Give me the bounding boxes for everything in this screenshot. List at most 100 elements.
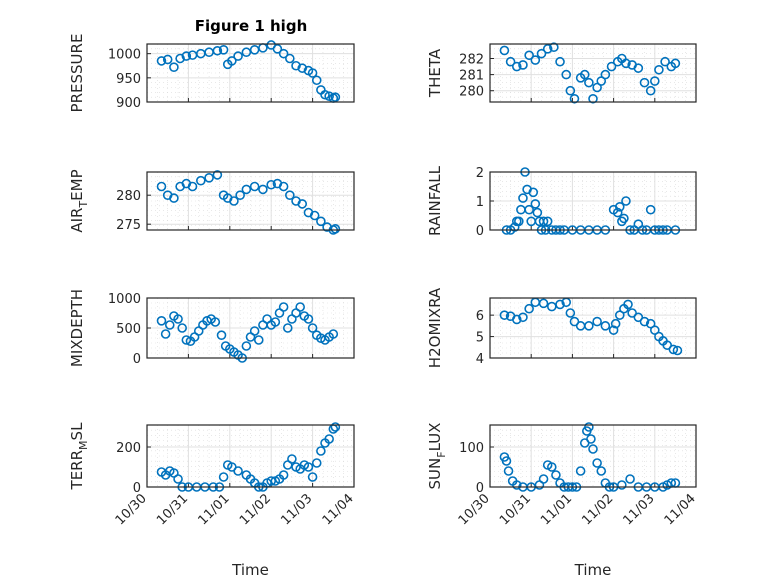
y-axis-label: THETA [426,48,444,98]
x-tick-label: 11/04 [662,491,699,528]
data-point [528,187,539,198]
data-point [330,224,341,234]
axes-box [489,297,697,359]
data-point [216,330,227,341]
data-point [187,181,198,192]
data-point [499,310,510,320]
data-point [536,48,547,59]
data-point [612,207,623,218]
data-point [633,312,644,323]
data-point [538,474,549,484]
data-point [532,207,543,218]
data-point [303,462,314,472]
y-tick-label: 0 [476,481,484,496]
subplot-pressure: 900 950 1000 PRESSURE [68,34,355,112]
data-point [249,181,260,192]
data-point [320,89,330,100]
data-point [584,422,594,432]
data-point [579,69,590,80]
figure-title: Figure 1 high [195,17,308,35]
data-point [614,202,625,212]
data-point [229,196,239,206]
y-axis-label: RAINFALL [426,165,444,236]
data-point [181,51,192,61]
data-point [633,63,644,73]
subplot-rainfall: 0 1 2 RAINFALL [426,165,697,239]
data-point [584,321,594,331]
x-axis-label: Time [231,561,269,579]
data-point [569,93,580,104]
axes-box [489,43,697,103]
axes-box [489,171,697,231]
data-point [156,56,167,66]
data-point [542,44,553,54]
x-tick-label: 11/01 [538,491,575,528]
data-point [530,55,541,65]
data-point [175,53,185,64]
data-point [235,190,245,200]
y-tick-label: 280 [459,85,484,100]
data-point [542,216,553,227]
data-point [623,299,633,310]
data-point [511,314,522,325]
data-point [303,314,314,324]
data-point [503,466,514,476]
y-tick-label: 0 [133,352,141,367]
data-point [538,216,549,227]
data-point [278,48,289,59]
data-point [218,44,229,55]
x-tick-label: 10/30 [113,491,150,528]
data-point [307,472,318,482]
y-tick-label: 0 [133,481,141,496]
data-point [645,204,656,215]
data-point [600,69,611,80]
data-point [499,45,510,56]
data-point [584,77,594,88]
data-point [608,325,619,335]
y-tick-label: 200 [116,441,141,456]
data-point [287,454,297,464]
data-point [551,470,561,480]
data-point [309,210,320,221]
data-point [511,61,522,72]
data-point [606,61,617,72]
data-point [241,47,252,58]
data-point [592,316,602,327]
data-point [518,312,528,323]
x-tick-label: 10/31 [497,491,534,528]
data-point [619,213,629,224]
data-point [218,472,229,482]
data-point [212,45,223,56]
data-point [621,58,631,69]
x-tick-label: 11/04 [320,491,357,528]
x-tick-label: 11/03 [621,491,658,528]
data-point [282,323,293,333]
subplot-air-temp: 275 280 AIRTEMP [68,169,355,235]
data-point [173,474,183,484]
x-tick-label: 11/03 [278,491,315,528]
data-point [670,58,681,69]
data-point [546,462,557,472]
data-point [285,53,295,64]
data-point [524,50,534,61]
y-tick-label: 6 [476,309,484,324]
data-point [330,422,341,432]
data-point [565,308,576,318]
data-point [278,302,289,312]
data-point [654,64,664,75]
y-axis-label: MIXDEPTH [68,289,86,367]
data-point [518,193,528,203]
data-point [285,190,295,200]
data-point [592,458,602,468]
subplot-h2omixra: 4 5 6 H2OMIXRA [426,287,697,368]
data-point [514,216,524,227]
data-point [156,181,167,192]
data-point [196,175,206,186]
y-tick-label: 5 [476,331,484,346]
data-point [291,60,301,71]
axes-box [489,424,697,488]
data-point [266,179,277,190]
data-point [227,56,237,66]
x-tick-label: 11/02 [579,491,616,528]
